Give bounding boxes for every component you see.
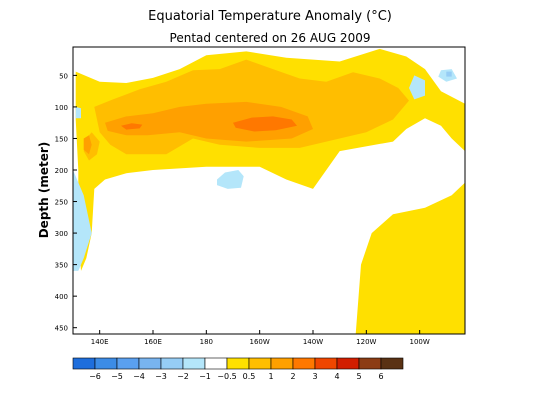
colorbar-swatch (94, 357, 118, 370)
y-axis-label: Depth (meter) (37, 142, 51, 239)
y-axis-ticks: 50 100 150 200 250 300 350 400 450 (55, 72, 77, 333)
x-axis-ticks: 140E 160E 180 160W 140W 120W 100W (91, 330, 430, 346)
colorbar-label: 1 (268, 372, 273, 381)
anomaly-regions (73, 48, 465, 334)
colorbar-swatch (292, 357, 316, 370)
colorbar-swatch (248, 357, 272, 370)
colorbar-swatch (160, 357, 184, 370)
colorbar-label: 6 (378, 372, 383, 381)
colorbar-label: −0.5 (217, 372, 236, 381)
colorbar-swatch (314, 357, 338, 370)
x-tick-label: 140W (303, 338, 323, 346)
colorbar-label: −3 (155, 372, 167, 381)
anomaly-region-8 (217, 170, 244, 189)
x-tick-label: 100W (410, 338, 430, 346)
y-tick-label: 100 (55, 104, 68, 112)
anomaly-region-10 (75, 106, 81, 119)
chart-title: Equatorial Temperature Anomaly (°C) (148, 9, 392, 24)
y-tick-label: 50 (59, 72, 68, 80)
y-tick-label: 350 (55, 262, 68, 270)
colorbar: −6 −5 −4 −3 −2 −1 −0.5 0.5 1 2 3 4 5 6 (72, 357, 404, 381)
colorbar-label: −2 (177, 372, 189, 381)
x-tick-label: 140E (91, 338, 109, 346)
anomaly-region-4 (105, 101, 313, 142)
x-tick-label: 160E (144, 338, 162, 346)
plot-area: 50 100 150 200 250 300 350 400 450 140E 160E 180 16… (55, 46, 466, 346)
colorbar-label: −4 (133, 372, 145, 381)
anomaly-region-1 (355, 182, 465, 334)
colorbar-swatch (336, 357, 360, 370)
y-tick-label: 400 (55, 293, 68, 301)
chart-subtitle: Pentad centered on 26 AUG 2009 (170, 31, 371, 45)
y-tick-label: 450 (55, 325, 68, 333)
colorbar-swatch (226, 357, 250, 370)
colorbar-label: 5 (356, 372, 361, 381)
x-tick-label: 180 (200, 338, 213, 346)
y-tick-label: 200 (55, 167, 68, 175)
plot-frame (72, 46, 466, 335)
x-tick-label: 120W (356, 338, 376, 346)
y-tick-label: 250 (55, 199, 68, 207)
colorbar-swatch (358, 357, 382, 370)
anomaly-region-9 (73, 170, 92, 271)
colorbar-label: 3 (312, 372, 317, 381)
anomaly-region-13 (446, 71, 452, 77)
y-tick-label: 300 (55, 230, 68, 238)
colorbar-swatch (204, 357, 228, 370)
colorbar-swatch (380, 357, 404, 370)
colorbar-swatch (270, 357, 294, 370)
colorbar-label: −6 (89, 372, 101, 381)
colorbar-label: 4 (334, 372, 339, 381)
colorbar-swatch (116, 357, 140, 370)
anomaly-region-7 (121, 123, 143, 130)
colorbar-label: 2 (290, 372, 295, 381)
colorbar-label: −5 (111, 372, 123, 381)
anomaly-region-6 (233, 116, 297, 132)
colorbar-swatch (182, 357, 206, 370)
x-tick-label: 160W (250, 338, 270, 346)
colorbar-label: −1 (199, 372, 211, 381)
colorbar-label: 0.5 (243, 372, 256, 381)
colorbar-swatch (138, 357, 162, 370)
colorbar-swatch (72, 357, 96, 370)
y-tick-label: 150 (55, 135, 68, 143)
anomaly-region-11 (409, 75, 425, 100)
anomaly-region-5 (83, 135, 92, 155)
